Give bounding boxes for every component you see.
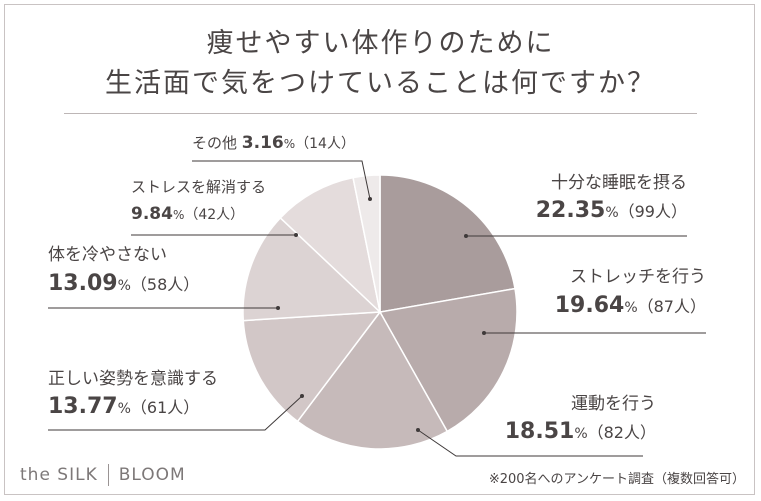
slice-percent: 22.35 (536, 198, 606, 223)
slice-count: （14人） (295, 136, 355, 152)
slice-percent: 9.84 (131, 204, 173, 224)
pie-slice (279, 176, 382, 315)
pie-slice (379, 174, 516, 313)
leader-line (48, 395, 303, 431)
slice-percent: 13.09 (48, 271, 118, 296)
leader-dot (294, 233, 298, 237)
percent-sign: % (118, 278, 131, 294)
slice-count: （87人） (638, 297, 706, 316)
title-divider (64, 113, 697, 114)
slice-value: 19.64%（87人） (555, 293, 706, 318)
brand-separator (107, 464, 109, 486)
slice-name: その他 (192, 134, 242, 152)
leader-line (417, 429, 643, 457)
leader-dot (368, 197, 372, 201)
slice-percent: 3.16 (242, 133, 284, 153)
slice-value: 9.84%（42人） (131, 204, 244, 224)
slice-value: 22.35%（99人） (536, 198, 687, 223)
percent-sign: % (284, 137, 295, 151)
leader-dot (464, 234, 468, 238)
slice-name: 十分な睡眠を摂る (551, 173, 687, 193)
slice-value: 18.51%（82人） (505, 419, 656, 444)
slice-label: その他 3.16%（14人） (192, 133, 355, 153)
slice-percent: 18.51 (505, 419, 575, 444)
leader-dot (300, 394, 304, 398)
brand-left: the SILK (20, 465, 98, 485)
chart-title: 痩せやすい体作りのために 生活面で気をつけていることは何ですか？ (0, 24, 761, 104)
percent-sign: % (605, 205, 618, 221)
slice-value: 13.09%（58人） (48, 271, 199, 296)
brand-right: BLOOM (118, 465, 186, 485)
percent-sign: % (173, 208, 184, 222)
title-line-2: 生活面で気をつけていることは何ですか？ (105, 68, 656, 99)
leader-line (192, 160, 371, 200)
slice-percent: 19.64 (555, 293, 625, 318)
brand-logo: the SILK BLOOM (20, 464, 186, 486)
slice-value: 13.77%（61人） (48, 394, 199, 419)
slice-count: （99人） (619, 202, 687, 221)
percent-sign: % (118, 401, 131, 417)
slice-count: （42人） (184, 207, 244, 223)
pie-slice (378, 287, 518, 433)
percent-sign: % (574, 426, 587, 442)
slice-name: ストレスを解消する (131, 178, 266, 196)
slice-count: （61人） (131, 398, 199, 417)
slice-name: 体を冷やさない (48, 245, 167, 265)
survey-note: ※200名へのアンケート調査（複数回答可） (488, 472, 745, 487)
pie-slice (242, 311, 382, 423)
slice-name: 運動を行う (571, 394, 656, 414)
title-line-1: 痩せやすい体作りのために (206, 28, 555, 59)
pie-slice (242, 216, 382, 322)
leader-dot (416, 428, 420, 432)
slice-count: （58人） (131, 275, 199, 294)
chart-frame (4, 4, 755, 495)
leader-dot (482, 331, 486, 335)
slice-count: （82人） (588, 423, 656, 442)
slice-name: ストレッチを行う (570, 267, 706, 287)
slice-percent: 13.77 (48, 394, 118, 419)
pie-slice (296, 310, 449, 450)
pie-slice (352, 174, 381, 313)
slice-name: 正しい姿勢を意識する (48, 369, 218, 389)
percent-sign: % (624, 300, 637, 316)
leader-dot (276, 306, 280, 310)
